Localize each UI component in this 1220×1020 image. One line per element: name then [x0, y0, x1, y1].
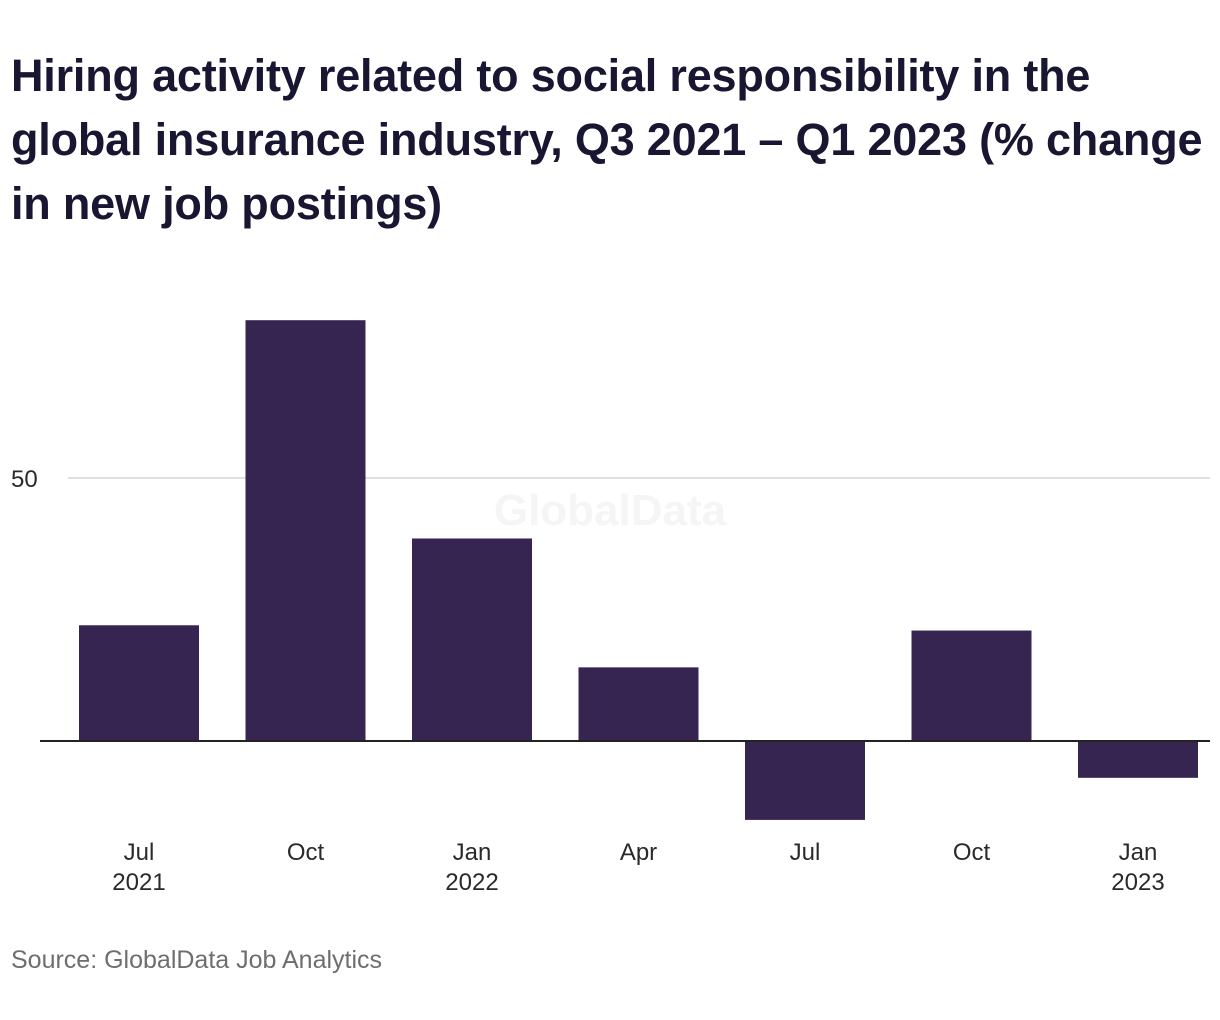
x-tick-label: Jan: [453, 839, 492, 866]
x-tick-label: Jul: [790, 839, 821, 866]
bars: [79, 320, 1198, 820]
bar-apr-3: [578, 667, 699, 741]
x-tick-label: Apr: [620, 839, 657, 866]
bar-jan-2022-2: [412, 538, 532, 741]
chart-title: Hiring activity related to social respon…: [11, 50, 1203, 229]
x-tick-year-label: 2023: [1111, 869, 1164, 896]
bar-oct-1: [245, 320, 366, 741]
x-tick-label: Jan: [1119, 839, 1158, 866]
watermark-text: GlobalData: [494, 486, 727, 535]
y-tick-label: 50: [11, 466, 38, 493]
bar-oct-5: [911, 630, 1032, 741]
bar-jul-4: [745, 741, 865, 820]
bar-jan-2023-6: [1078, 741, 1198, 778]
source-note: Source: GlobalData Job Analytics: [11, 946, 383, 974]
x-tick-year-label: 2022: [445, 869, 498, 896]
x-tick-label: Jul: [124, 839, 155, 866]
x-tick-label: Oct: [287, 839, 325, 866]
bar-jul-2021-0: [79, 625, 199, 741]
x-tick-year-label: 2021: [112, 869, 165, 896]
x-tick-labels: Jul 2021 Oct Jan 2022 Apr Jul Oct Jan 2023: [112, 839, 1164, 896]
x-tick-label: Oct: [953, 839, 991, 866]
bar-chart: GlobalData 50 Jul 2021 Oct Jan 2022 Apr Jul Oct…: [11, 320, 1210, 896]
